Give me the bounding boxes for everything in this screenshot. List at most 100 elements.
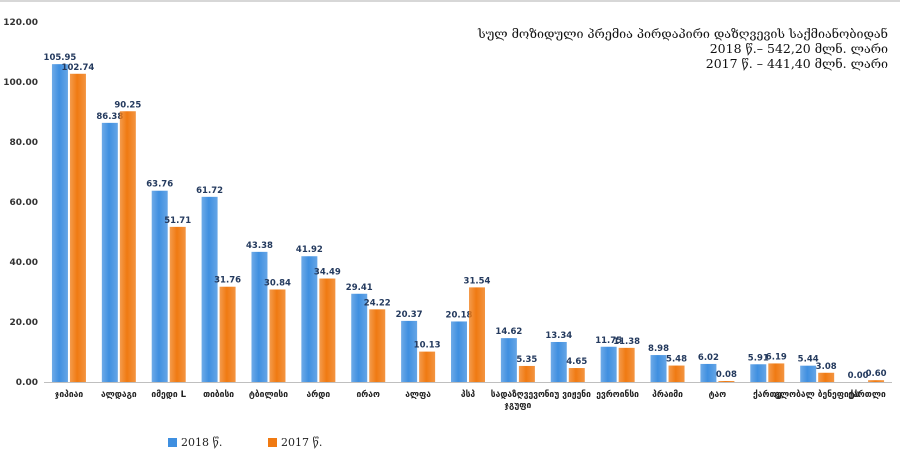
data-label-2018-13: 6.02 xyxy=(698,353,719,363)
x-tick-label-13: ტაო xyxy=(709,390,727,400)
data-label-2017-12: 5.48 xyxy=(666,355,687,365)
data-label-2018-16: 0.00 xyxy=(848,371,869,381)
data-label-2017-1: 90.25 xyxy=(114,100,141,110)
top-divider xyxy=(0,0,900,2)
bar-2017-10 xyxy=(568,368,585,382)
bar-2018-12 xyxy=(650,355,667,382)
data-label-2017-14: 6.19 xyxy=(766,352,787,362)
y-tick-label-1: 20.00 xyxy=(10,318,38,328)
data-label-2018-11: 11.75 xyxy=(595,336,622,346)
data-label-2017-0: 102.74 xyxy=(62,63,95,73)
x-tick-label-11: ევროინსი xyxy=(596,389,639,400)
data-label-2017-16: 0.60 xyxy=(866,369,887,379)
data-label-2018-14: 5.91 xyxy=(748,353,769,363)
x-tick-label-8: პსპ xyxy=(461,390,476,400)
data-label-2018-7: 20.37 xyxy=(396,310,423,320)
data-label-2017-11: 11.38 xyxy=(613,337,640,347)
x-tick-label-5: არდი xyxy=(307,389,331,400)
x-tick-label-14: ქართუ xyxy=(753,389,782,400)
data-label-2018-5: 41.92 xyxy=(296,245,323,255)
x-tick-label-15: გლობალ ბენეფიტს xyxy=(775,390,860,400)
y-tick-label-4: 80.00 xyxy=(10,138,38,148)
bar-2018-13 xyxy=(700,363,717,382)
data-label-2018-12: 8.98 xyxy=(648,344,669,354)
bar-2017-7 xyxy=(419,351,436,382)
title-line-3: 2017 წ. – 441,40 მლნ. ლარი xyxy=(705,56,888,71)
x-tick-label-3: თიბისი xyxy=(203,390,234,400)
bar-2017-13 xyxy=(718,381,735,382)
y-tick-label-3: 60.00 xyxy=(10,198,38,208)
bar-2017-16 xyxy=(868,380,885,382)
title-line-1: სულ მოზიდული პრემია პირდაპირი დაზღვევის … xyxy=(478,26,888,41)
y-tick-label-2: 40.00 xyxy=(10,258,38,268)
legend-swatch-2017 xyxy=(268,438,277,447)
legend-swatch-2018 xyxy=(168,438,177,447)
y-tick-label-6: 120.00 xyxy=(3,18,38,28)
title-line-2: 2018 წ.– 542,20 მლნ. ლარი xyxy=(709,41,888,56)
bar-2017-3 xyxy=(219,286,236,382)
bar-2017-4 xyxy=(269,289,286,382)
bar-2018-15 xyxy=(800,365,817,382)
bar-2018-14 xyxy=(750,364,767,382)
data-label-2017-6: 24.22 xyxy=(364,298,391,308)
x-tick-label-1: ალდაგი xyxy=(101,390,137,400)
data-label-2018-10: 13.34 xyxy=(545,331,572,341)
data-label-2017-3: 31.76 xyxy=(214,276,241,286)
bar-2018-7 xyxy=(401,320,418,382)
bar-2018-6 xyxy=(351,293,368,382)
x-tick-label-4: ტბილისი xyxy=(249,390,288,400)
y-tick-label-0: 0.00 xyxy=(16,378,38,388)
data-label-2017-7: 10.13 xyxy=(414,341,441,351)
bar-2018-5 xyxy=(301,256,318,382)
legend-item-2017: 2017 წ. xyxy=(268,436,322,449)
bar-2018-2 xyxy=(151,190,168,382)
legend-item-2018: 2018 წ. xyxy=(168,436,222,449)
data-label-2017-2: 51.71 xyxy=(164,216,191,226)
data-label-2018-15: 5.44 xyxy=(798,355,819,365)
legend-label-2018: 2018 წ. xyxy=(181,436,223,449)
x-tick-label-0: ჯიპიაი xyxy=(55,390,84,400)
data-label-2017-4: 30.84 xyxy=(264,278,291,288)
data-label-2018-0: 105.95 xyxy=(44,53,77,63)
data-label-2018-4: 43.38 xyxy=(246,241,273,251)
bar-2017-1 xyxy=(119,111,136,382)
x-tick-label-16: ქართლი xyxy=(848,389,886,400)
bar-2018-11 xyxy=(600,346,617,382)
x-tick-label-9-line-1: ჯგუფი xyxy=(504,401,531,411)
x-tick-label-2: იმედი L xyxy=(151,390,186,400)
bar-2018-1 xyxy=(101,122,118,383)
bar-2017-11 xyxy=(618,347,635,382)
data-label-2018-1: 86.38 xyxy=(96,112,123,122)
bar-2017-12 xyxy=(668,365,685,382)
x-tick-label-9-line-0: სადაზღვევო xyxy=(491,390,545,400)
bar-2017-5 xyxy=(319,278,336,382)
bar-2018-0 xyxy=(51,64,68,383)
data-label-2018-2: 63.76 xyxy=(146,180,173,190)
data-label-2017-9: 5.35 xyxy=(516,355,537,365)
bar-2017-9 xyxy=(518,365,535,382)
data-label-2017-15: 3.08 xyxy=(816,362,837,372)
data-label-2017-8: 31.54 xyxy=(464,276,491,286)
bar-2018-8 xyxy=(451,321,467,382)
bar-2018-4 xyxy=(251,251,268,382)
bar-2017-2 xyxy=(169,226,186,382)
data-label-2018-8: 20.18 xyxy=(446,310,473,320)
data-label-2017-5: 34.49 xyxy=(314,268,341,278)
data-label-2018-3: 61.72 xyxy=(196,186,223,196)
x-tick-label-7: ალფა xyxy=(405,390,431,400)
x-tick-label-6: ირაო xyxy=(357,389,380,400)
data-label-2018-6: 29.41 xyxy=(346,283,373,293)
bar-2017-14 xyxy=(768,363,785,382)
bar-2018-9 xyxy=(500,338,517,382)
chart-title: სულ მოზიდული პრემია პირდაპირი დაზღვევის … xyxy=(468,26,888,71)
data-label-2018-9: 14.62 xyxy=(495,327,522,337)
y-tick-label-5: 100.00 xyxy=(3,78,38,88)
bar-2017-15 xyxy=(818,372,835,382)
bar-2017-8 xyxy=(469,287,485,382)
data-label-2017-10: 4.65 xyxy=(566,357,587,367)
bar-2018-10 xyxy=(550,341,567,382)
x-tick-label-12: პრაიმი xyxy=(652,389,683,400)
legend-label-2017: 2017 წ. xyxy=(281,436,323,449)
